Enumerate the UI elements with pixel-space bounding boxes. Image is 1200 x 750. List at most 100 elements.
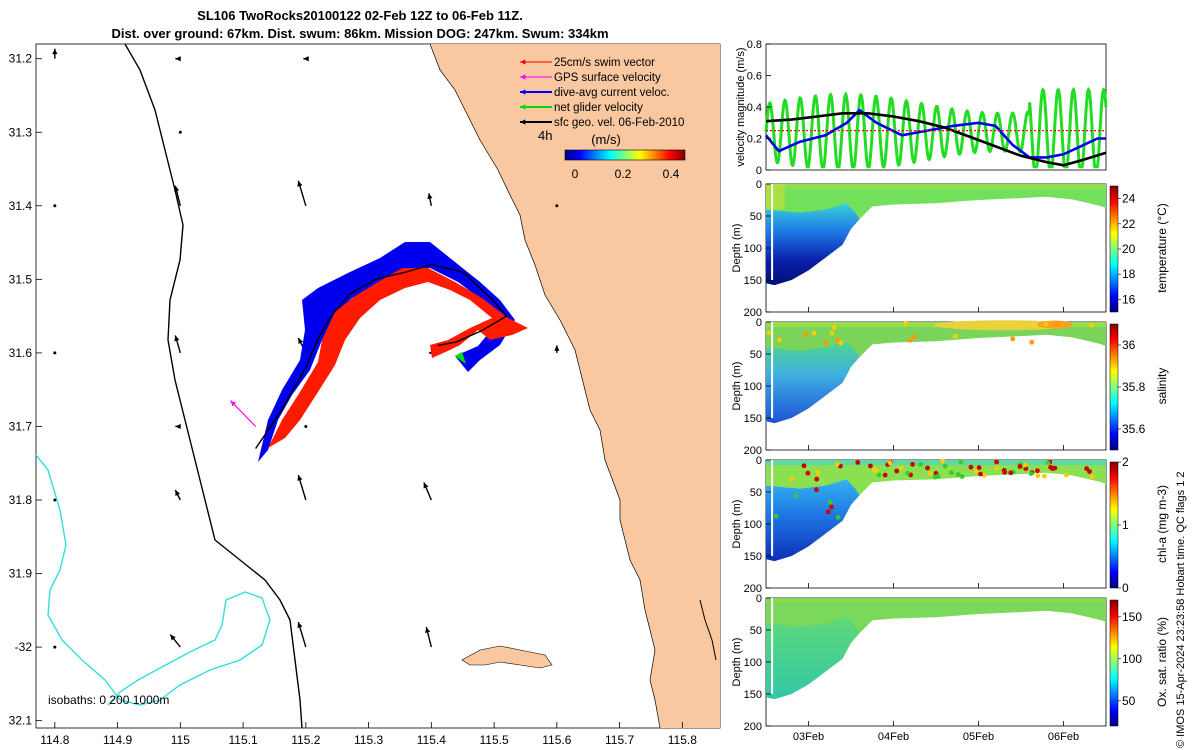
map-y-tick-label: 31.2 (9, 52, 33, 66)
section-colorbar-label: Ox. sat. ratio (%) (1155, 617, 1169, 707)
velocity-y-tick-label: 0.2 (747, 134, 762, 146)
section-field-deep (766, 203, 860, 286)
geo-arrow (303, 56, 309, 62)
section-y-tick-label: 200 (744, 721, 762, 733)
section-data-point (910, 461, 915, 467)
speed-colorbar-tick-label: 0.2 (615, 167, 632, 181)
section-data-point (823, 340, 829, 346)
isobath-1000m (35, 454, 271, 706)
legend-label: net glider velocity (554, 102, 643, 114)
velocity-y-label: velocity magnitude (m/s) (735, 47, 747, 166)
geo-arrow-dot (555, 204, 559, 208)
map-x-tick-label: 115.4 (417, 733, 446, 747)
section-y-tick-label: 100 (744, 243, 762, 255)
map-y-tick-label: 31.6 (9, 346, 33, 360)
speed-colorbar-tick-label: 0 (572, 167, 579, 181)
section-y-tick-label: 100 (744, 519, 762, 531)
section-data-point (811, 330, 817, 336)
section-y-label: Depth (m) (731, 500, 743, 549)
section-panel-chla: 0 50 100 150 200 Depth (m) 0 1 2 chl-a (mg m-3) (731, 455, 1169, 595)
section-colorbar-tick-label: 150 (1122, 610, 1142, 624)
section-data-point (1010, 336, 1016, 342)
section-y-tick-label: 0 (756, 455, 762, 467)
section-data-point (773, 513, 779, 519)
section-field-deep (766, 479, 860, 562)
section-colorbar-tick-label: 22 (1122, 217, 1136, 231)
legend-label: sfc geo. vel. 06-Feb-2010 (554, 117, 684, 129)
section-y-label: Depth (m) (731, 224, 743, 273)
section-colorbar-tick-label: 18 (1122, 267, 1136, 281)
section-data-point (834, 461, 840, 467)
section-y-tick-label: 0 (756, 317, 762, 329)
section-data-gap (771, 184, 774, 280)
velocity-y-tick-label: 0 (756, 165, 762, 177)
section-data-point (872, 467, 877, 473)
land-mass (430, 44, 720, 728)
section-surface-band (766, 184, 1106, 190)
geo-arrow-dot (53, 645, 57, 649)
isobath-200m (124, 43, 303, 729)
section-data-point (1084, 466, 1089, 471)
geo-arrow (297, 621, 307, 648)
glider-track (255, 263, 508, 449)
section-colorbar (1109, 323, 1119, 451)
section-colorbar-tick-label: 2 (1122, 455, 1129, 469)
speed-colorbar-ticks: 0 0.2 0.4 (572, 167, 680, 181)
section-data-point (1029, 339, 1035, 345)
section-data-point (1043, 321, 1049, 327)
section-colorbar-label: chl-a (mg m-3) (1155, 485, 1169, 563)
section-data-point (955, 472, 961, 477)
velocity-y-axis: 0 0.2 0.4 0.6 0.8 (747, 39, 771, 177)
coastline-0m (429, 43, 661, 729)
section-colorbar-tick-label: 100 (1122, 652, 1142, 666)
section-y-tick-label: 100 (744, 381, 762, 393)
section-data-point (952, 333, 958, 339)
geo-arrow (554, 345, 560, 353)
section-x-tick-label: 05Feb (963, 731, 994, 743)
map-y-axis: 31.2 31.3 31.4 31.5 31.6 31.7 31.8 31.9 -32 32.1 (9, 52, 42, 728)
section-data-point (978, 471, 983, 477)
map-x-tick-label: 114.8 (40, 733, 69, 747)
geo-arrow (175, 423, 181, 430)
isobath-0m-offshore (699, 599, 717, 661)
section-data-point (835, 337, 840, 343)
section-data-point (994, 465, 1000, 471)
map-x-tick-label: 115 (171, 733, 190, 747)
section-data-point (801, 463, 807, 469)
map-x-tick-label: 115.2 (291, 733, 320, 747)
geo-arrow-dot (53, 204, 57, 208)
section-data-point (793, 493, 799, 499)
legend-label: GPS surface velocity (554, 72, 661, 84)
section-data-point (1088, 322, 1094, 328)
section-data-point (928, 471, 933, 476)
speed-colorbar-tick-label: 0.4 (663, 167, 680, 181)
isobaths-label: isobaths: 0 200 1000m (48, 693, 169, 707)
section-data-point (1087, 469, 1092, 474)
section-data-point (968, 464, 974, 470)
section-data-point (1064, 472, 1069, 478)
section-y-tick-label: 100 (744, 657, 762, 669)
geo-arrow (175, 56, 181, 62)
section-data-gap (771, 598, 774, 694)
section-data-point (898, 465, 904, 471)
gps-arrow-shape (230, 400, 257, 427)
section-data-point (994, 459, 999, 465)
section-data-point (903, 321, 908, 326)
legend-arrow (520, 104, 552, 110)
section-data-point (777, 337, 782, 343)
section-data-point (949, 470, 954, 475)
geo-arrow (52, 48, 58, 59)
geo-arrow (297, 474, 307, 501)
section-data-point (925, 465, 930, 471)
swim-vector-ribbon (268, 268, 528, 448)
section-colorbar-tick-label: 20 (1122, 242, 1136, 256)
section-y-label: Depth (m) (731, 362, 743, 411)
section-data-point (876, 472, 882, 478)
section-colorbar-tick-label: 24 (1122, 192, 1136, 206)
title-line-2: Dist. over ground: 67km. Dist. swum: 86k… (111, 26, 609, 41)
section-data-point (1042, 473, 1047, 479)
section-data-point (940, 459, 945, 464)
velocity-panel: 0 0.2 0.4 0.6 0.8 velocity magnitude (m/s) (735, 39, 1108, 177)
geostrophic-arrows (52, 48, 560, 649)
